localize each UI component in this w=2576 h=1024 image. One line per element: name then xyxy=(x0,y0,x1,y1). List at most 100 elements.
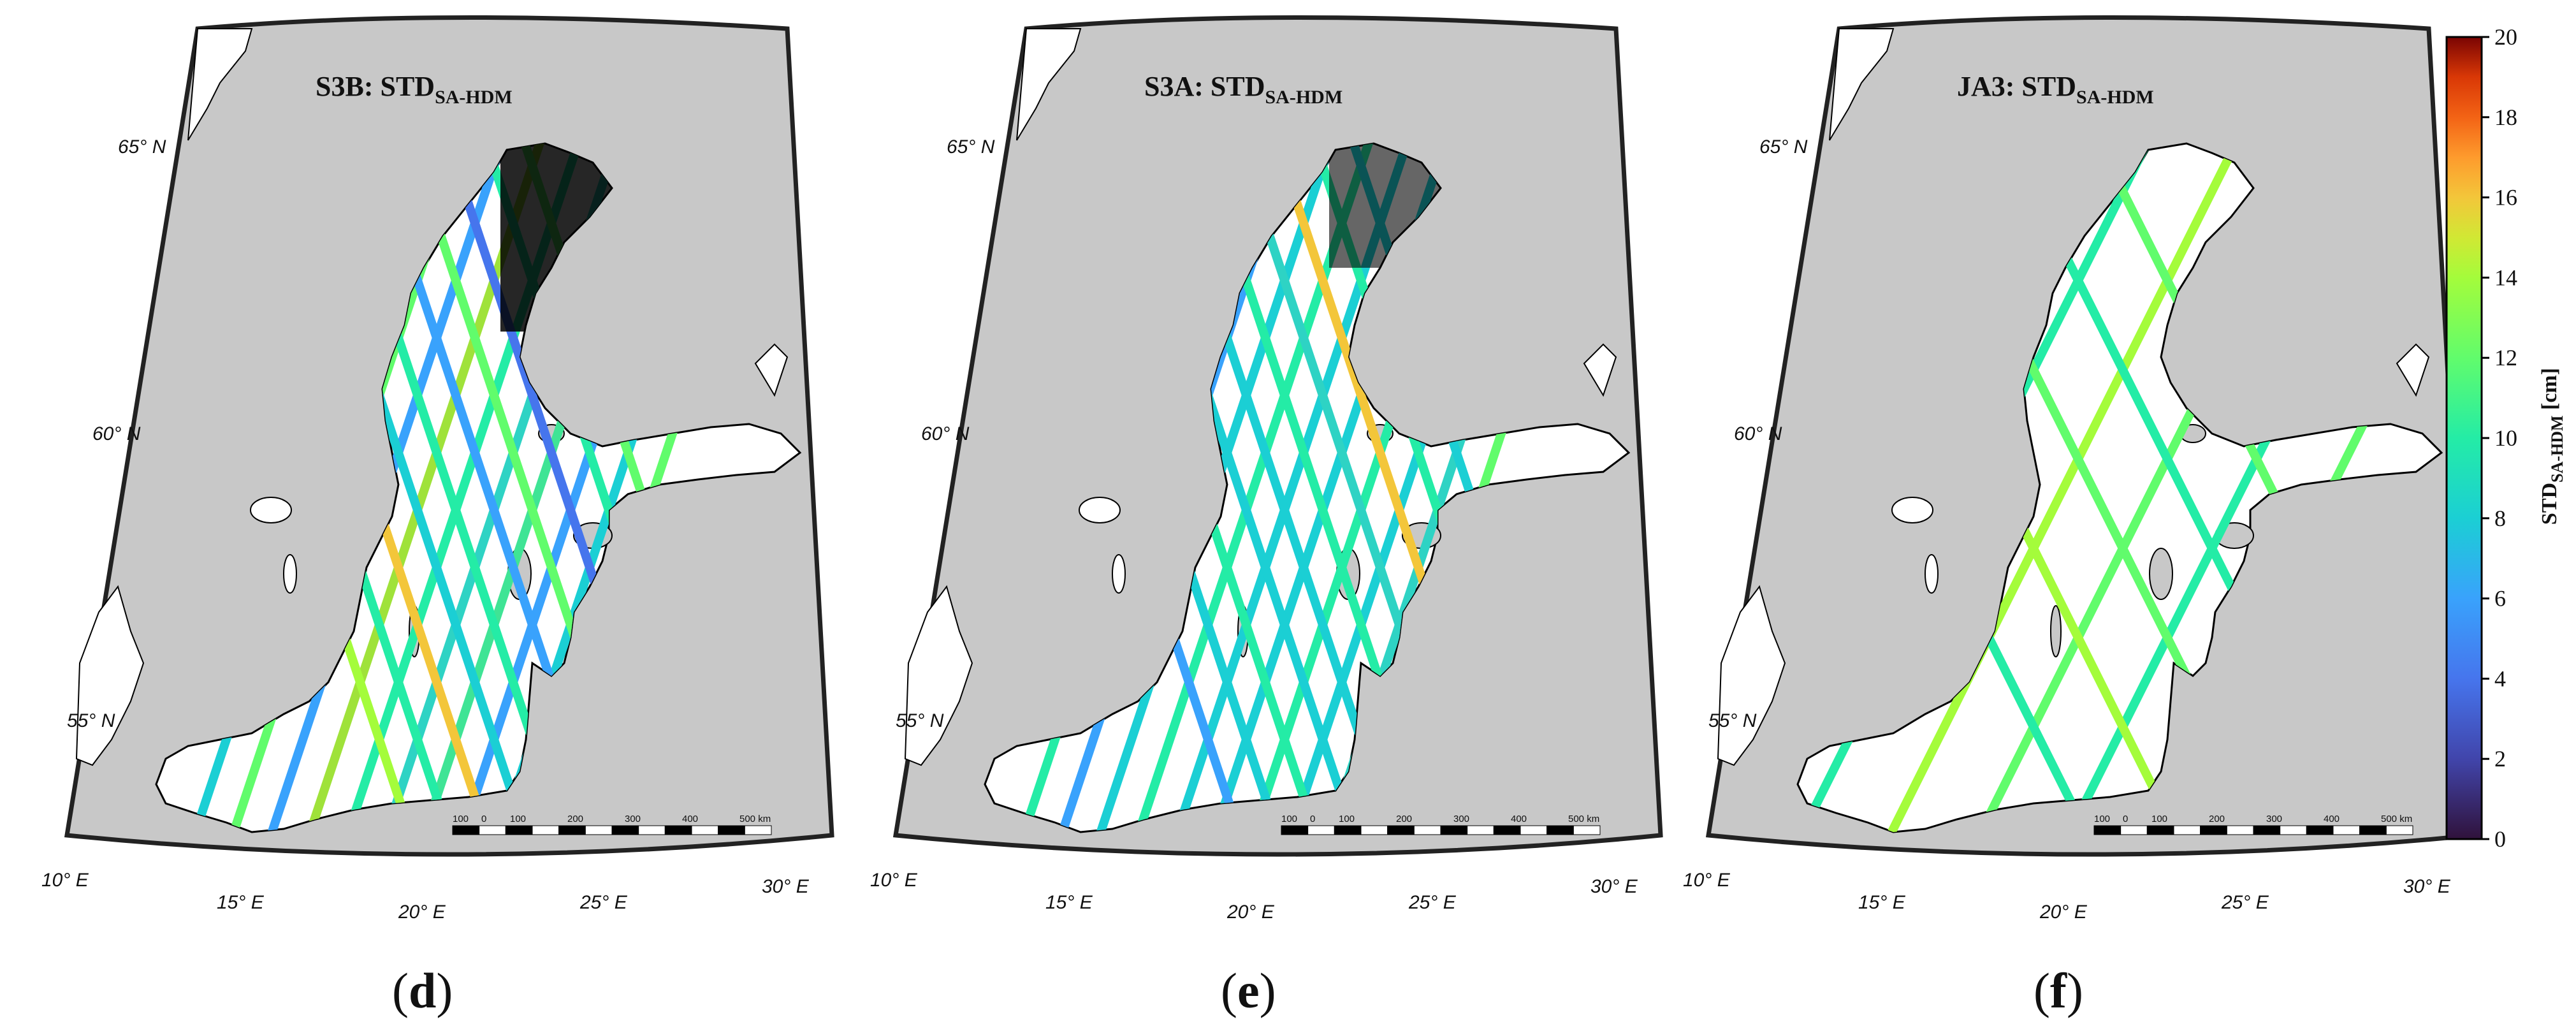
scale-bar-segment xyxy=(1360,825,1388,835)
colorbar-gradient xyxy=(2445,36,2483,840)
scale-bar-segment xyxy=(479,825,506,835)
scale-bar-segment xyxy=(2093,825,2121,835)
scale-bar-segment xyxy=(2280,825,2307,835)
scale-bar-segment xyxy=(2253,825,2281,835)
scale-bar-label: 300 xyxy=(2266,814,2282,824)
vattern-lake xyxy=(1112,554,1126,594)
scale-bar-label: 200 xyxy=(567,814,583,824)
scale-bar-segment xyxy=(744,825,772,835)
scale-bar-segment xyxy=(585,825,613,835)
scale-bar-segment xyxy=(1546,825,1574,835)
scale-bar-segment xyxy=(638,825,666,835)
colorbar-tick-label: 8 xyxy=(2494,506,2506,531)
map-panel-f xyxy=(1705,15,2476,857)
lon-label: 25° E xyxy=(2221,892,2269,913)
vanern-lake xyxy=(250,497,292,523)
scale-bar-segment xyxy=(1493,825,1521,835)
lon-label: 15° E xyxy=(1858,892,1906,913)
norway-land xyxy=(187,28,253,141)
lat-label: 65° N xyxy=(1759,136,1808,157)
scale-bar-segment xyxy=(1281,825,1309,835)
scale-bar-segment xyxy=(452,825,480,835)
scale-bar-label: 500 km xyxy=(2381,814,2412,824)
scale-bar-segment xyxy=(2306,825,2334,835)
scale-bar-label: 200 xyxy=(2209,814,2225,824)
scale-bar-label: 100 xyxy=(2094,814,2110,824)
scale-bar-segment xyxy=(1440,825,1468,835)
scale-bar-segment xyxy=(2359,825,2387,835)
lon-label: 15° E xyxy=(217,892,265,913)
denmark-land xyxy=(904,585,973,766)
scale-bar-label: 500 km xyxy=(739,814,771,824)
panel-title: S3A: STDSA-HDM xyxy=(1144,71,1343,108)
denmark-land xyxy=(75,585,145,766)
colorbar-tick-label: 12 xyxy=(2494,345,2517,370)
lon-label: 10° E xyxy=(1683,870,1731,891)
scale-bar-segment xyxy=(611,825,639,835)
scale-bar-label: 0 xyxy=(481,814,486,824)
scale-bar-segment xyxy=(1413,825,1441,835)
colorbar-tick-label: 20 xyxy=(2494,24,2517,50)
scale-bar-segment xyxy=(532,825,560,835)
karelia-land xyxy=(2396,343,2430,397)
panel-letter: (e) xyxy=(1221,963,1276,1018)
scale-bar-segment xyxy=(2385,825,2413,835)
lon-label: 25° E xyxy=(1408,892,1457,913)
scale-bar-label: 400 xyxy=(682,814,698,824)
map-panel-e xyxy=(892,15,1663,857)
lon-label: 10° E xyxy=(870,870,918,891)
panel-title: S3B: STDSA-HDM xyxy=(316,71,513,108)
norway-land xyxy=(1016,28,1082,141)
lon-label: 10° E xyxy=(41,870,89,891)
scale-bar-label: 300 xyxy=(625,814,641,824)
panel-title: JA3: STDSA-HDM xyxy=(1957,71,2154,108)
panel-letter: (f) xyxy=(2034,963,2083,1018)
vattern-lake xyxy=(283,554,297,594)
scale-bar-segment xyxy=(2200,825,2227,835)
scale-bar-label: 100 xyxy=(1339,814,1355,824)
vanern-lake xyxy=(1079,497,1121,523)
gotland-island xyxy=(2149,548,2173,600)
scale-bar-segment xyxy=(2332,825,2361,835)
scale-bar-segment xyxy=(664,825,692,835)
colorbar-tick-label: 18 xyxy=(2494,105,2517,130)
colorbar-title: STDSA-HDM [cm] xyxy=(2538,368,2566,525)
colorbar-tick-label: 2 xyxy=(2494,746,2506,772)
scale-bar-segment xyxy=(1573,825,1601,835)
vattern-lake xyxy=(1925,554,1939,594)
scale-bar-label: 300 xyxy=(1453,814,1469,824)
lon-label: 20° E xyxy=(2039,902,2088,923)
scale-bar-label: 500 km xyxy=(1568,814,1599,824)
scale-bar-label: 100 xyxy=(510,814,526,824)
colorbar-tick-label: 14 xyxy=(2494,265,2517,290)
scale-bar-label: 100 xyxy=(2151,814,2167,824)
scale-bar-segment xyxy=(2173,825,2201,835)
scale-bar-segment xyxy=(2226,825,2254,835)
panel-letter: (d) xyxy=(392,963,453,1018)
colorbar-tick-label: 16 xyxy=(2494,185,2517,210)
scale-bar-segment xyxy=(1334,825,1362,835)
scale-bar-label: 0 xyxy=(1310,814,1315,824)
colorbar-tick-label: 4 xyxy=(2494,666,2506,691)
scale-bar-segment xyxy=(2120,825,2148,835)
lat-label: 65° N xyxy=(118,136,166,157)
colorbar-tick-label: 10 xyxy=(2494,425,2517,451)
norway-land xyxy=(1829,28,1895,141)
lat-label: 60° N xyxy=(921,423,970,444)
scale-bar-label: 0 xyxy=(2123,814,2128,824)
lat-label: 55° N xyxy=(896,710,944,731)
lat-label: 55° N xyxy=(1708,710,1757,731)
lat-label: 60° N xyxy=(92,423,141,444)
map-panel-d xyxy=(64,15,834,857)
lat-label: 55° N xyxy=(67,710,115,731)
scale-bar-segment xyxy=(505,825,533,835)
lon-label: 15° E xyxy=(1045,892,1093,913)
scale-bar-label: 200 xyxy=(1396,814,1412,824)
scale-bar-label: 100 xyxy=(1281,814,1297,824)
lon-label: 20° E xyxy=(1226,902,1275,923)
lat-label: 60° N xyxy=(1734,423,1782,444)
vanern-lake xyxy=(1891,497,1933,523)
scale-bar-label: 100 xyxy=(453,814,469,824)
scale-bar-segment xyxy=(1307,825,1335,835)
